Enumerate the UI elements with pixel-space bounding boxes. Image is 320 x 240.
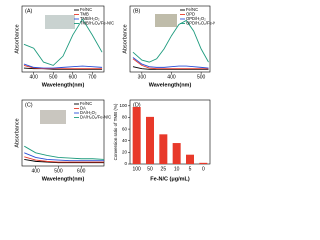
y-tick-label: 60 (122, 126, 128, 131)
inset-photo (40, 110, 66, 124)
legend-label: DA/H₂O₂/Fe-N/C (80, 115, 111, 120)
x-tick-label: 500 (54, 168, 63, 174)
y-tick-label: 40 (122, 138, 128, 143)
x-tick-label: 300 (138, 74, 147, 80)
x-tick-label: 100 (132, 166, 141, 172)
x-tick-label: 500 (197, 74, 206, 80)
x-tick-label: 600 (69, 74, 78, 80)
series-line (24, 158, 104, 164)
legend-label: OPD/H₂O₂ (186, 16, 206, 21)
x-tick-label: 400 (167, 74, 176, 80)
series-line (24, 152, 104, 162)
inset-photo (45, 15, 75, 29)
plot-frame (21, 99, 105, 167)
series-line (132, 19, 209, 63)
panel-label: (B) (133, 8, 141, 14)
legend-label: TMB (80, 12, 89, 17)
inset-photo (155, 14, 177, 27)
y-tick-label: 20 (122, 150, 128, 155)
x-tick-label: 400 (31, 168, 40, 174)
panel-label: (A) (25, 8, 33, 14)
series-line (24, 156, 104, 163)
bar (132, 106, 141, 164)
x-tick-label: 600 (77, 168, 86, 174)
y-axis-label: Absorbance (122, 24, 128, 53)
series-line (132, 58, 209, 70)
x-tick-label: 500 (49, 74, 58, 80)
x-tick-label: 400 (30, 74, 39, 80)
legend-label: DA (80, 106, 86, 111)
series-line (24, 145, 105, 160)
panel-label: (C) (25, 102, 33, 108)
legend-label: Fe/NC (80, 101, 92, 106)
x-tick-label: 25 (161, 166, 167, 172)
bar (186, 154, 194, 164)
x-tick-label: 5 (189, 166, 192, 172)
series-line (23, 18, 103, 66)
legend-label: TMB/H₂O₂ (80, 16, 100, 21)
legend-label: TMB/H₂O₂/Fe-N/C (80, 21, 114, 26)
x-axis-label: Wavelength(nm) (42, 176, 85, 182)
legend-label: Fe/NC (80, 7, 92, 12)
legend-label: OPD/H₂O₂/Fe-N/C (186, 21, 215, 26)
series-line (132, 57, 209, 69)
x-tick-label: 50 (147, 166, 153, 172)
x-axis-label: Wavelength(nm) (149, 82, 192, 88)
y-tick-label: 80 (122, 115, 128, 120)
bar (172, 143, 181, 164)
series-line (23, 63, 103, 69)
x-axis-label: Fe-N/C (μg/mL) (150, 176, 190, 182)
x-tick-label: 0 (202, 166, 205, 172)
plot-frame (129, 5, 211, 73)
panel-label: (D) (133, 102, 141, 108)
series-line (132, 66, 209, 70)
plot-frame (129, 99, 211, 165)
plot-frame (21, 5, 105, 73)
y-tick-label: 0 (124, 161, 127, 166)
y-axis-label: Absorbance (14, 24, 20, 53)
y-tick-label: 100 (119, 103, 127, 108)
bar (199, 162, 208, 164)
y-axis-label: Absorbance (14, 118, 20, 147)
bar (146, 116, 154, 164)
legend-label: Fe/NC (186, 7, 198, 12)
y-axis-label: Conversion ratio of TMB (%) (113, 103, 118, 160)
legend-label: OPD (186, 12, 195, 17)
series-line (23, 64, 103, 70)
legend-label: DA/H₂O₂ (80, 110, 97, 115)
x-tick-label: 700 (88, 74, 97, 80)
x-axis-label: Wavelength(nm) (42, 82, 85, 88)
x-tick-label: 10 (174, 166, 180, 172)
bar (159, 134, 168, 164)
